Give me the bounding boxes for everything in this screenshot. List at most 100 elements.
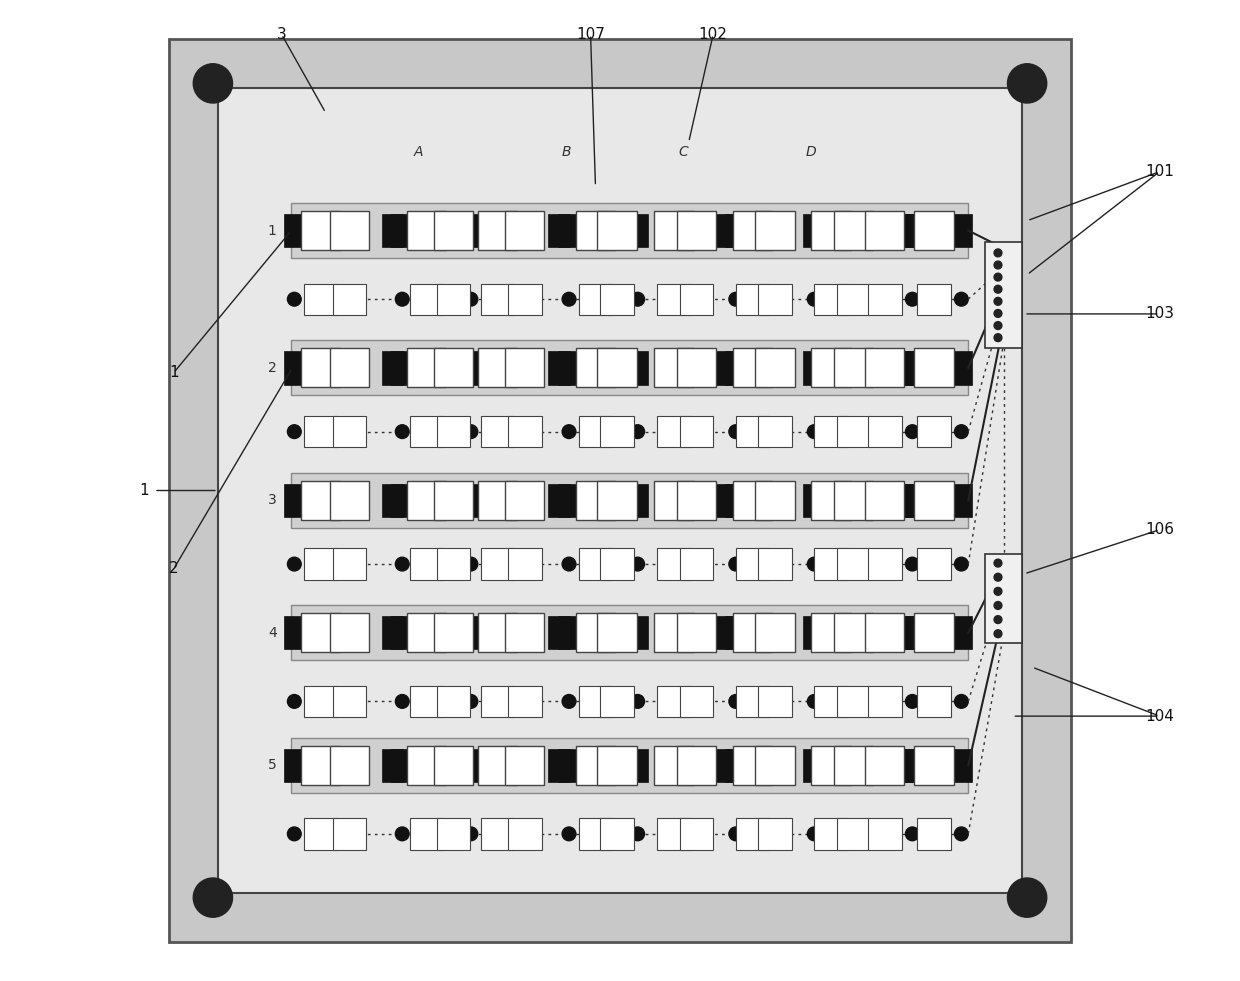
Bar <box>759 284 791 315</box>
Circle shape <box>288 827 301 841</box>
Bar <box>477 348 517 387</box>
Bar <box>410 416 444 447</box>
Bar <box>598 348 636 387</box>
Bar <box>715 749 737 782</box>
Circle shape <box>729 827 743 841</box>
Bar <box>837 686 870 717</box>
Bar <box>918 284 951 315</box>
Bar <box>600 416 634 447</box>
Bar <box>600 818 634 850</box>
Bar <box>918 818 951 850</box>
Bar <box>600 284 634 315</box>
Bar <box>291 473 968 528</box>
Bar <box>301 746 341 785</box>
Bar <box>735 284 769 315</box>
Bar <box>837 548 870 580</box>
Bar <box>892 214 914 247</box>
Bar <box>481 818 515 850</box>
Circle shape <box>631 557 645 571</box>
Circle shape <box>729 557 743 571</box>
Circle shape <box>396 292 409 306</box>
Circle shape <box>562 557 575 571</box>
Bar <box>815 686 848 717</box>
Bar <box>558 214 580 247</box>
Circle shape <box>905 292 919 306</box>
Text: D: D <box>806 145 817 159</box>
Bar <box>304 818 337 850</box>
Text: 101: 101 <box>1145 164 1174 180</box>
Bar <box>481 548 515 580</box>
Bar <box>575 211 615 250</box>
Bar <box>627 214 649 247</box>
Bar <box>436 416 470 447</box>
Bar <box>505 348 544 387</box>
Bar <box>735 686 769 717</box>
Circle shape <box>1007 878 1047 917</box>
Bar <box>575 481 615 520</box>
Bar <box>914 481 954 520</box>
Bar <box>811 481 851 520</box>
Bar <box>410 686 444 717</box>
Circle shape <box>396 557 409 571</box>
Bar <box>558 351 580 385</box>
Bar <box>951 214 972 247</box>
Bar <box>811 613 851 652</box>
Bar <box>914 613 954 652</box>
Text: B: B <box>562 145 570 159</box>
Bar <box>434 348 472 387</box>
Bar <box>892 616 914 649</box>
Bar <box>733 481 773 520</box>
Bar <box>677 348 717 387</box>
Bar <box>407 348 446 387</box>
Bar <box>680 686 713 717</box>
Bar <box>304 416 337 447</box>
Bar <box>330 746 368 785</box>
Text: 1: 1 <box>268 224 277 237</box>
Bar <box>508 686 542 717</box>
Bar <box>548 749 570 782</box>
Bar <box>627 749 649 782</box>
Circle shape <box>905 425 919 439</box>
Bar <box>811 348 851 387</box>
Bar <box>657 284 691 315</box>
Bar <box>477 211 517 250</box>
Bar <box>657 548 691 580</box>
Bar <box>918 548 951 580</box>
Bar <box>833 211 873 250</box>
Bar <box>715 616 737 649</box>
Bar <box>868 548 901 580</box>
Bar <box>477 746 517 785</box>
Bar <box>505 613 544 652</box>
Bar <box>627 351 649 385</box>
Bar <box>558 484 580 517</box>
Bar <box>804 214 825 247</box>
Bar <box>284 351 305 385</box>
Bar <box>481 686 515 717</box>
Circle shape <box>729 695 743 708</box>
Bar <box>866 211 904 250</box>
Bar <box>392 616 413 649</box>
Bar <box>382 616 403 649</box>
Circle shape <box>994 285 1002 293</box>
Bar <box>330 211 368 250</box>
Text: A: A <box>414 145 424 159</box>
Bar <box>901 351 923 385</box>
Bar <box>332 818 366 850</box>
Bar <box>460 214 481 247</box>
Bar <box>410 818 444 850</box>
Circle shape <box>807 292 821 306</box>
Bar <box>558 749 580 782</box>
Bar <box>508 548 542 580</box>
Bar <box>332 686 366 717</box>
Bar <box>985 242 1022 348</box>
Bar <box>837 818 870 850</box>
Bar <box>291 203 968 258</box>
Text: 104: 104 <box>1145 708 1174 724</box>
Text: 107: 107 <box>577 26 605 42</box>
Bar <box>477 613 517 652</box>
Bar <box>755 481 795 520</box>
Bar <box>548 214 570 247</box>
Bar <box>505 481 544 520</box>
Bar <box>951 616 972 649</box>
Bar <box>434 613 472 652</box>
